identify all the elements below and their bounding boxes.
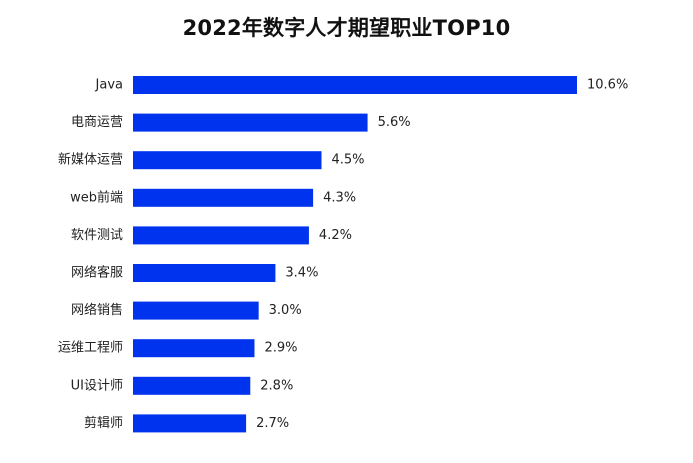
- chart-title: 2022年数字人才期望职业TOP10: [182, 16, 511, 40]
- value-label: 2.8%: [260, 378, 293, 393]
- category-label: 新媒体运营: [58, 152, 123, 168]
- value-label: 4.5%: [331, 153, 364, 168]
- value-label: 2.9%: [264, 341, 297, 356]
- bar: [133, 113, 368, 132]
- category-label: 网络销售: [71, 302, 123, 318]
- category-label: 运维工程师: [58, 341, 123, 356]
- value-label: 5.6%: [378, 115, 411, 130]
- value-label: 3.4%: [285, 266, 318, 281]
- category-label: UI设计师: [71, 378, 123, 393]
- value-label: 10.6%: [587, 78, 628, 93]
- category-label: Java: [95, 78, 123, 93]
- value-label: 4.2%: [319, 228, 352, 243]
- bar: [133, 414, 247, 433]
- category-label: web前端: [70, 189, 123, 205]
- value-label: 3.0%: [269, 303, 302, 318]
- value-label: 4.3%: [323, 190, 356, 205]
- bar: [133, 151, 322, 170]
- value-label: 2.7%: [256, 416, 289, 431]
- category-label: 剪辑师: [84, 415, 123, 431]
- bar: [133, 188, 314, 207]
- bar: [133, 301, 259, 320]
- bar: [133, 264, 276, 282]
- bar: [133, 339, 255, 358]
- category-label: 软件测试: [71, 228, 123, 243]
- category-label: 网络客服: [71, 265, 123, 281]
- category-label: 电商运营: [71, 115, 123, 130]
- bar: [133, 226, 309, 245]
- bar: [133, 76, 577, 94]
- bar: [133, 376, 251, 395]
